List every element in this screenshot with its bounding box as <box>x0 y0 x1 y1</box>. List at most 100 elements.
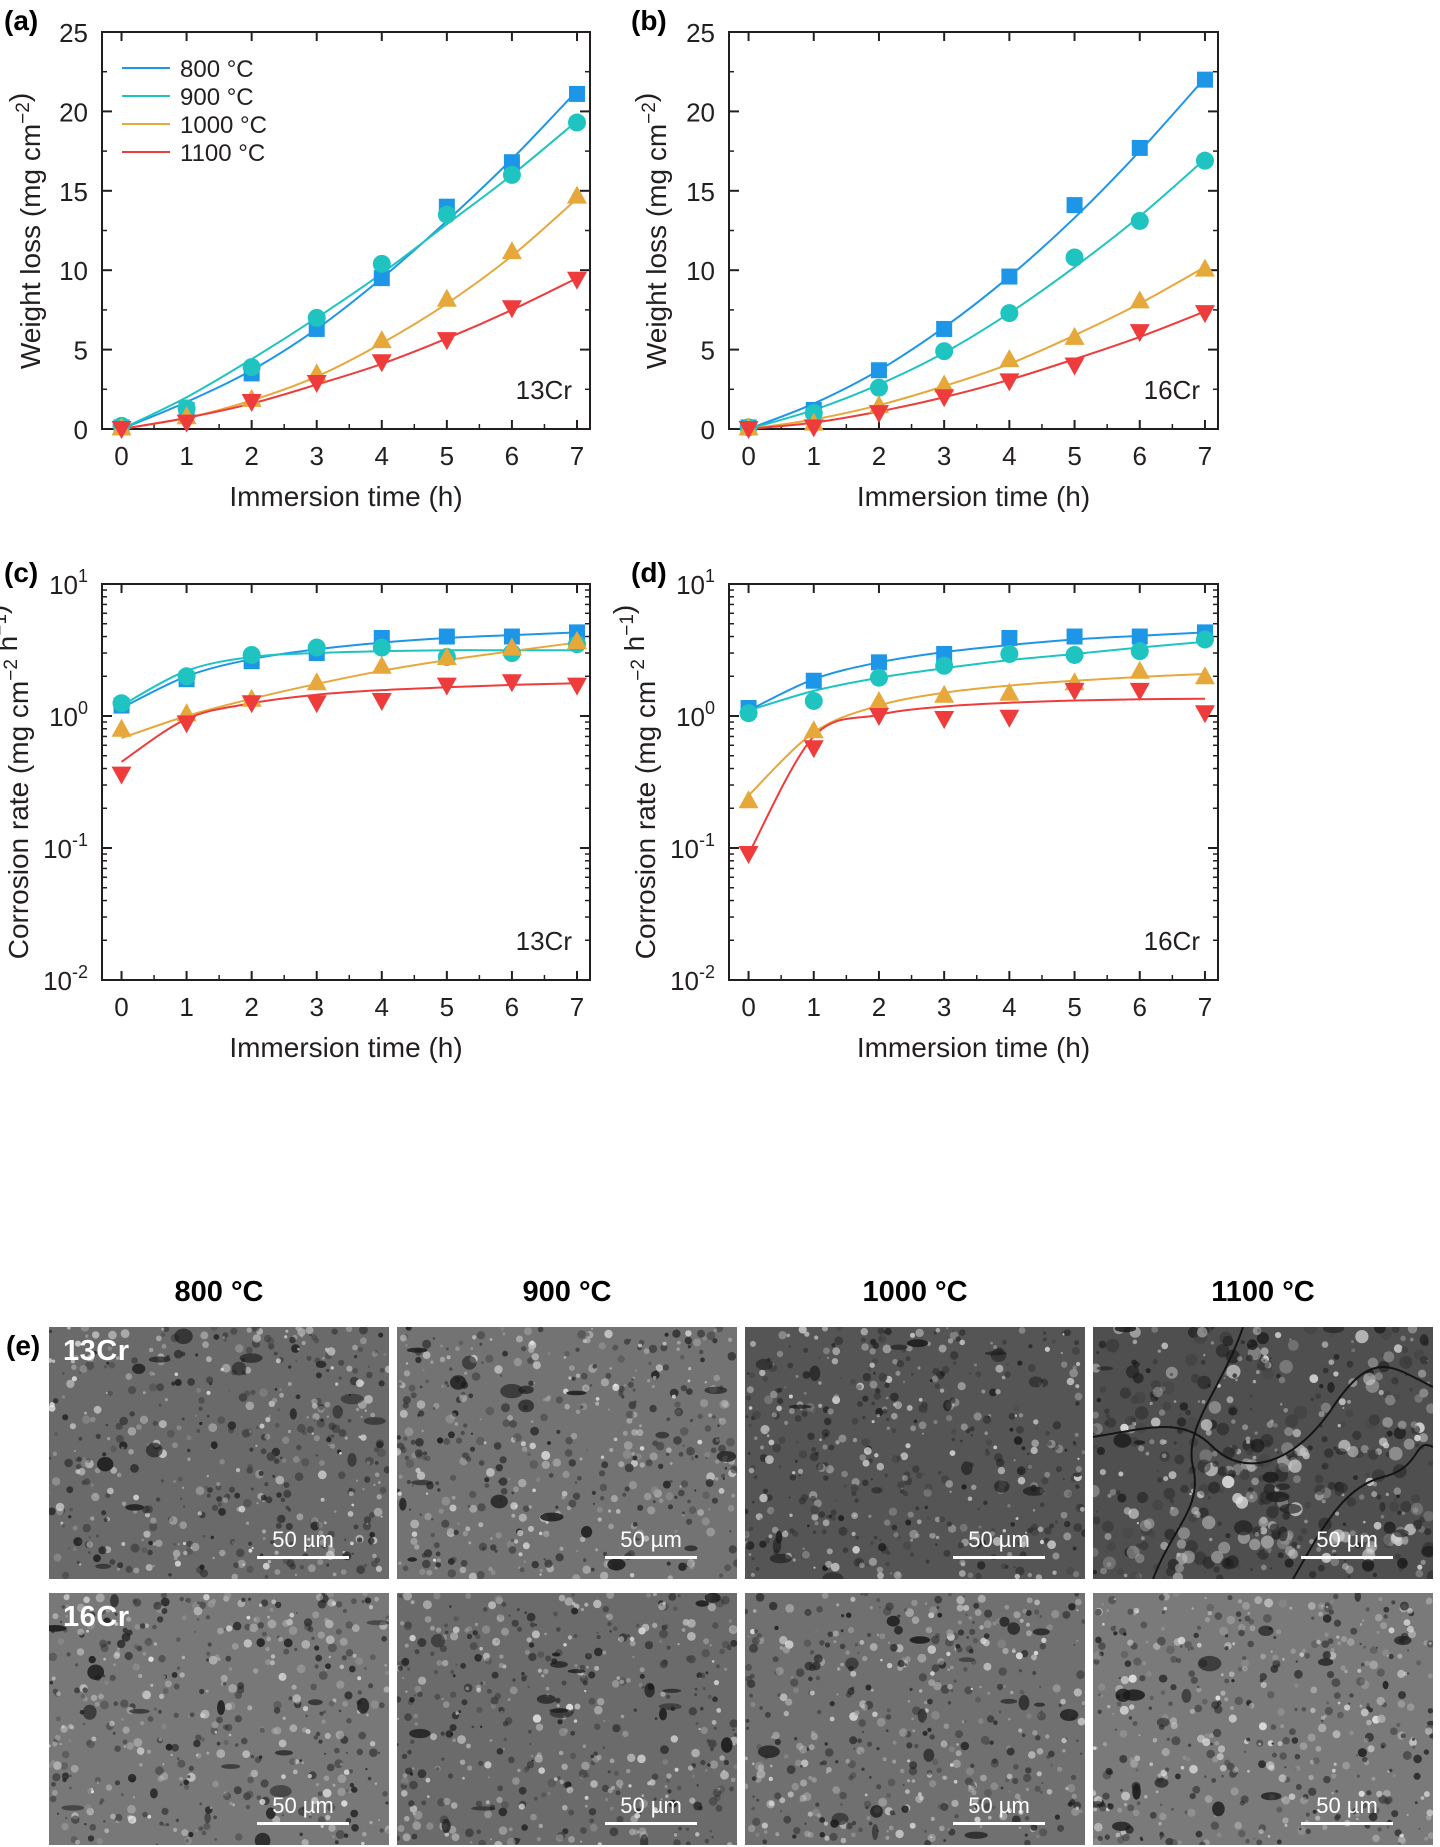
y-tick-label: 5 <box>701 336 715 366</box>
data-point-1100 <box>501 674 522 693</box>
data-point-900 <box>112 694 131 713</box>
y-label-text: Corrosion rate (mg cm <box>3 681 34 960</box>
panel-label: (b) <box>631 5 667 36</box>
legend-label-800: 800 °C <box>180 56 254 83</box>
x-tick-label: 6 <box>505 441 519 471</box>
data-point-900 <box>567 113 586 132</box>
y-label-exponent: −2 <box>639 102 660 124</box>
y-tick-exponent: 0 <box>78 698 88 718</box>
y-axis-label: Weight loss (mg cm−2) <box>4 93 46 369</box>
data-point-800 <box>1131 628 1148 645</box>
y-label-text: Weight loss (mg cm <box>641 124 672 369</box>
y-tick-label: 0 <box>701 415 715 445</box>
scale-bar-line <box>257 1556 349 1559</box>
sem-image-16cr-800: 16Cr 50 µm <box>49 1593 389 1845</box>
sem-texture <box>1093 1593 1433 1845</box>
legend-label-1100: 1100 °C <box>180 140 265 167</box>
data-point-900 <box>372 254 391 273</box>
data-point-1000 <box>934 684 955 703</box>
x-tick-label: 0 <box>114 441 128 471</box>
y-tick-label: 10-2 <box>670 962 715 996</box>
y-label-text: ) <box>608 605 639 614</box>
data-point-1100 <box>241 695 262 714</box>
y-label-exponent: −2 <box>13 102 34 124</box>
data-point-800 <box>568 85 585 102</box>
x-tick-label: 7 <box>570 992 584 1022</box>
x-tick-label: 1 <box>807 441 821 471</box>
sem-image-13cr-1000: 50 µm <box>745 1327 1085 1579</box>
data-point-900 <box>177 667 196 686</box>
data-point-1100 <box>371 692 392 711</box>
data-point-900 <box>242 358 261 377</box>
data-point-800 <box>870 654 887 671</box>
y-tick-label: 5 <box>74 336 88 366</box>
scale-bar-label: 50 µm <box>1316 1793 1378 1818</box>
y-tick-label: 25 <box>59 18 88 48</box>
data-point-800 <box>438 628 455 645</box>
scale-bar-label: 50 µm <box>620 1527 682 1552</box>
panel-label: (c) <box>4 557 38 588</box>
y-label-text: h <box>619 636 650 659</box>
scale-bar-line <box>605 1822 697 1825</box>
x-tick-label: 4 <box>375 441 389 471</box>
scale-bar-label: 50 µm <box>272 1793 334 1818</box>
y-tick-base: 10 <box>670 834 699 864</box>
data-point-900 <box>1065 645 1084 664</box>
y-tick-base: 10 <box>670 966 699 996</box>
data-point-1000 <box>111 718 132 737</box>
data-point-1100 <box>371 354 392 373</box>
x-axis-label: Immersion time (h) <box>857 481 1090 512</box>
data-point-1100 <box>934 710 955 729</box>
data-point-1100 <box>1194 305 1215 324</box>
y-tick-base: 10 <box>43 966 72 996</box>
y-label-text: ) <box>4 93 35 102</box>
data-point-800 <box>373 270 390 287</box>
sem-row-label-13cr: 13Cr <box>63 1335 130 1367</box>
y-tick-label: 100 <box>676 698 715 732</box>
scale-bar-label: 50 µm <box>272 1527 334 1552</box>
data-point-1100 <box>1194 705 1215 724</box>
scale-bar-label: 50 µm <box>968 1793 1030 1818</box>
y-tick-label: 25 <box>686 18 715 48</box>
scale-bar-line <box>953 1822 1045 1825</box>
data-point-1100 <box>1064 682 1085 701</box>
data-point-1100 <box>306 695 327 714</box>
data-point-1100 <box>501 300 522 319</box>
data-point-1100 <box>111 421 132 439</box>
alloy-annotation: 16Cr <box>1144 375 1201 405</box>
data-point-900 <box>307 638 326 657</box>
data-point-900 <box>1195 151 1214 170</box>
x-tick-label: 0 <box>741 992 755 1022</box>
x-axis-label: Immersion time (h) <box>857 1032 1090 1063</box>
x-tick-label: 5 <box>440 992 454 1022</box>
data-point-1000 <box>501 241 522 260</box>
y-tick-label: 100 <box>49 698 88 732</box>
plot-frame <box>728 583 1219 981</box>
sem-image-16cr-1000: 50 µm <box>745 1593 1085 1845</box>
scale-bar: 50 µm <box>257 1793 349 1825</box>
x-tick-label: 3 <box>309 441 323 471</box>
scale-bar: 50 µm <box>605 1793 697 1825</box>
x-tick-label: 2 <box>244 992 258 1022</box>
y-label-text: ) <box>630 93 661 102</box>
y-tick-label: 20 <box>59 97 88 127</box>
legend-label-1000: 1000 °C <box>180 112 267 139</box>
data-point-800 <box>503 628 520 645</box>
y-label-text: ) <box>0 605 12 614</box>
scale-bar: 50 µm <box>605 1527 697 1559</box>
y-tick-base: 10 <box>43 834 72 864</box>
data-point-1000 <box>436 646 457 665</box>
data-point-1100 <box>738 846 759 865</box>
sem-texture <box>397 1327 737 1579</box>
data-point-1100 <box>1129 682 1150 701</box>
sem-texture <box>1093 1327 1433 1579</box>
scale-bar: 50 µm <box>953 1527 1045 1559</box>
data-point-1100 <box>176 414 197 433</box>
y-tick-label: 0 <box>74 415 88 445</box>
scale-bar-label: 50 µm <box>620 1793 682 1818</box>
data-point-1000 <box>1064 326 1085 345</box>
scale-bar-label: 50 µm <box>1316 1527 1378 1552</box>
panel-label: (a) <box>4 5 38 36</box>
data-point-1100 <box>566 271 587 290</box>
